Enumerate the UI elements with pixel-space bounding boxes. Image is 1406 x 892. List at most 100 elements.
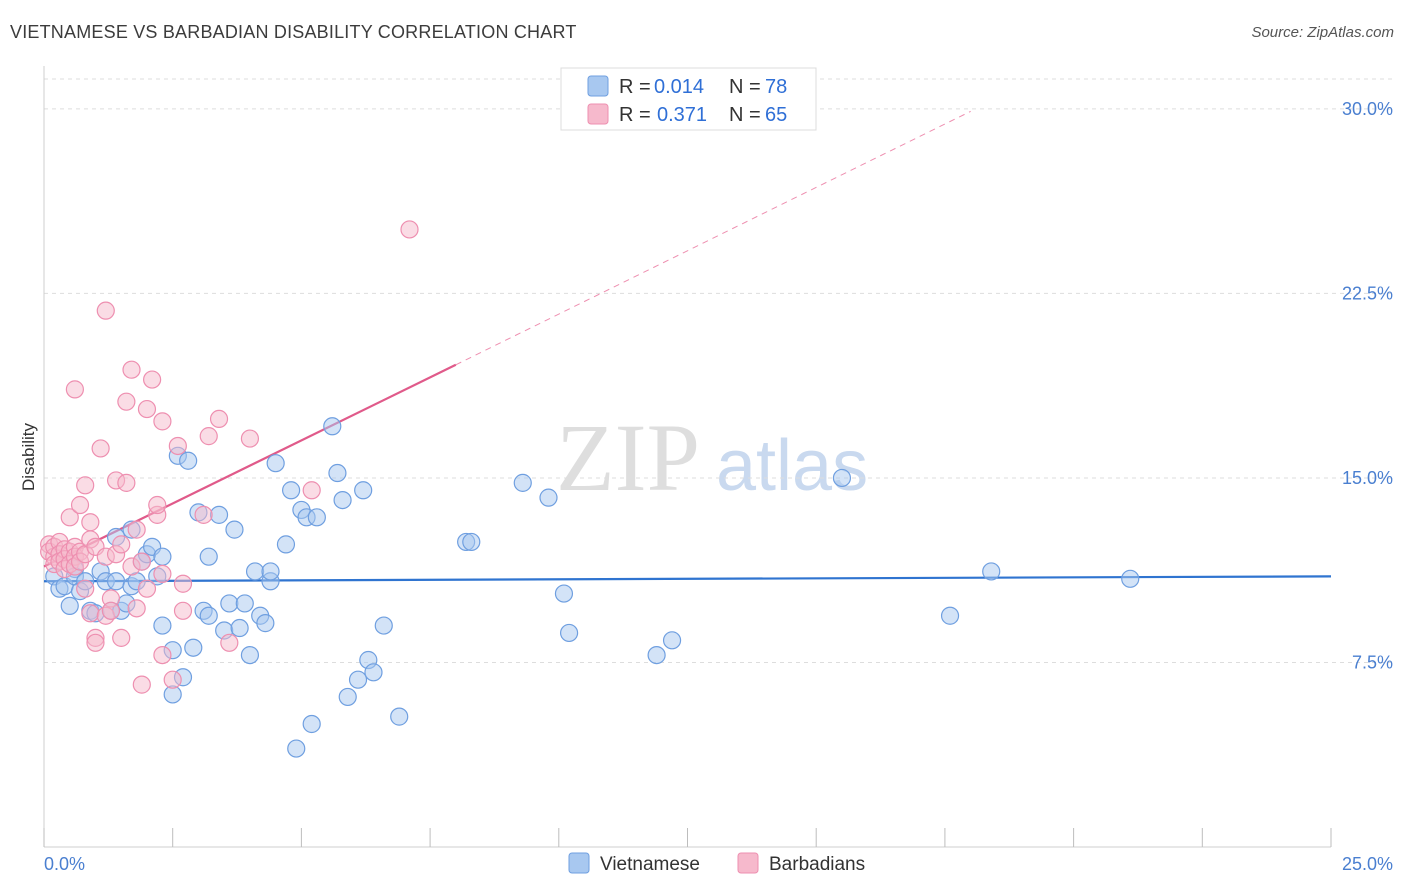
barbadians-point [173, 574, 193, 593]
vietnamese-point [462, 532, 481, 552]
legend-swatch-barbadians [587, 103, 609, 125]
barbadians-point [199, 427, 218, 446]
vietnamese-point [832, 468, 852, 488]
barbadians-point [76, 476, 95, 495]
vietnamese-point [199, 606, 218, 625]
vietnamese-point [333, 490, 352, 510]
vietnamese-point [323, 417, 342, 436]
vietnamese-point [276, 535, 296, 554]
barbadians-point [400, 220, 419, 239]
barbadians-point [220, 633, 239, 652]
legend-r-value: 0.371 [657, 104, 707, 126]
axes [43, 66, 1332, 848]
vietnamese-point [554, 584, 574, 603]
vietnamese-point [60, 596, 79, 615]
vietnamese-point [256, 614, 275, 633]
vietnamese-point [982, 562, 1001, 581]
barbadians-point [81, 604, 100, 623]
vietnamese-point [153, 616, 172, 635]
x-tick-labels: 0.0% 25.0% [44, 854, 1393, 874]
vietnamese-point [364, 663, 383, 682]
vietnamese-point [354, 481, 373, 500]
legend-n-label: N = [729, 104, 761, 126]
barbadians-trend-line [43, 363, 457, 568]
barbadians-point [153, 645, 172, 665]
legend-n-label: N = [729, 76, 761, 98]
vietnamese-point [513, 473, 532, 492]
vietnamese-point [220, 594, 239, 613]
watermark-zip: ZIP [556, 404, 700, 511]
correlation-legend: R = 0.014 N = 78 R = 0.371 N = 65 [560, 67, 817, 131]
barbadians-point [65, 380, 84, 399]
barbadians-point [143, 370, 162, 389]
barbadians-trend-extension [455, 110, 971, 366]
vietnamese-point [287, 739, 306, 758]
vietnamese-point [282, 481, 301, 500]
legend-r-label: R = [619, 104, 651, 126]
vietnamese-point [245, 562, 265, 581]
vietnamese-point [179, 451, 198, 470]
barbadians-point [137, 399, 157, 419]
vietnamese-point [328, 463, 347, 483]
barbadians-point [132, 552, 151, 571]
barbadians-point [148, 495, 167, 515]
legend-r-value: 0.014 [654, 76, 704, 98]
legend-n-value: 78 [765, 76, 787, 98]
barbadians-point [76, 579, 95, 598]
vietnamese-point [235, 594, 254, 613]
vietnamese-point [106, 572, 126, 591]
vietnamese-point [374, 616, 393, 635]
chart-title: VIETNAMESE VS BARBADIAN DISABILITY CORRE… [10, 22, 577, 42]
vietnamese-point [662, 631, 682, 650]
bottom-legend-swatch-barbadians [737, 852, 759, 874]
vietnamese-point [302, 714, 321, 734]
barbadians-point [117, 473, 136, 492]
barbadians-point [127, 520, 146, 539]
barbadians-point [153, 564, 172, 584]
vietnamese-point [230, 618, 249, 638]
barbadians-point [122, 360, 141, 379]
vietnamese-point [153, 547, 172, 566]
watermark-atlas: atlas [716, 426, 868, 506]
y-tick-label: 30.0% [1342, 99, 1393, 119]
vietnamese-point [559, 623, 579, 643]
series-legend: Vietnamese Barbadians [568, 852, 865, 875]
y-tick-label: 15.0% [1342, 468, 1393, 488]
barbadians-point [127, 599, 146, 618]
vietnamese-point [338, 687, 357, 707]
vietnamese-point [307, 508, 326, 527]
vietnamese-point [209, 505, 229, 524]
data-points [40, 220, 1140, 758]
barbadians-point [117, 392, 136, 411]
vietnamese-point [390, 707, 409, 726]
barbadians-point [70, 495, 90, 515]
vietnamese-point [225, 520, 244, 539]
barbadians-point [163, 670, 182, 689]
x-tick-label: 0.0% [44, 854, 85, 874]
legend-n-value: 65 [765, 104, 787, 126]
legend-swatch-vietnamese [587, 75, 609, 97]
vietnamese-point [647, 645, 666, 665]
barbadians-point [168, 436, 187, 456]
barbadians-point [112, 628, 131, 647]
bottom-legend-label-barbadians: Barbadians [769, 854, 865, 875]
barbadians-point [112, 535, 131, 554]
vietnamese-point [184, 638, 203, 657]
gridlines [44, 78, 1393, 663]
vietnamese-point [940, 606, 960, 625]
source-credit: Source: ZipAtlas.com [1251, 24, 1394, 41]
barbadians-point [153, 412, 172, 431]
x-tick-label: 25.0% [1342, 854, 1393, 874]
barbadians-point [81, 513, 100, 532]
barbadians-point [173, 601, 193, 620]
barbadians-point [209, 409, 229, 429]
bottom-legend-swatch-vietnamese [568, 852, 590, 874]
y-axis-label: Disability [19, 422, 38, 491]
barbadians-point [302, 481, 321, 500]
vietnamese-point [240, 645, 260, 665]
barbadians-point [240, 429, 260, 448]
barbadians-point [132, 675, 151, 694]
y-tick-label: 22.5% [1342, 283, 1393, 303]
barbadians-point [96, 301, 115, 320]
